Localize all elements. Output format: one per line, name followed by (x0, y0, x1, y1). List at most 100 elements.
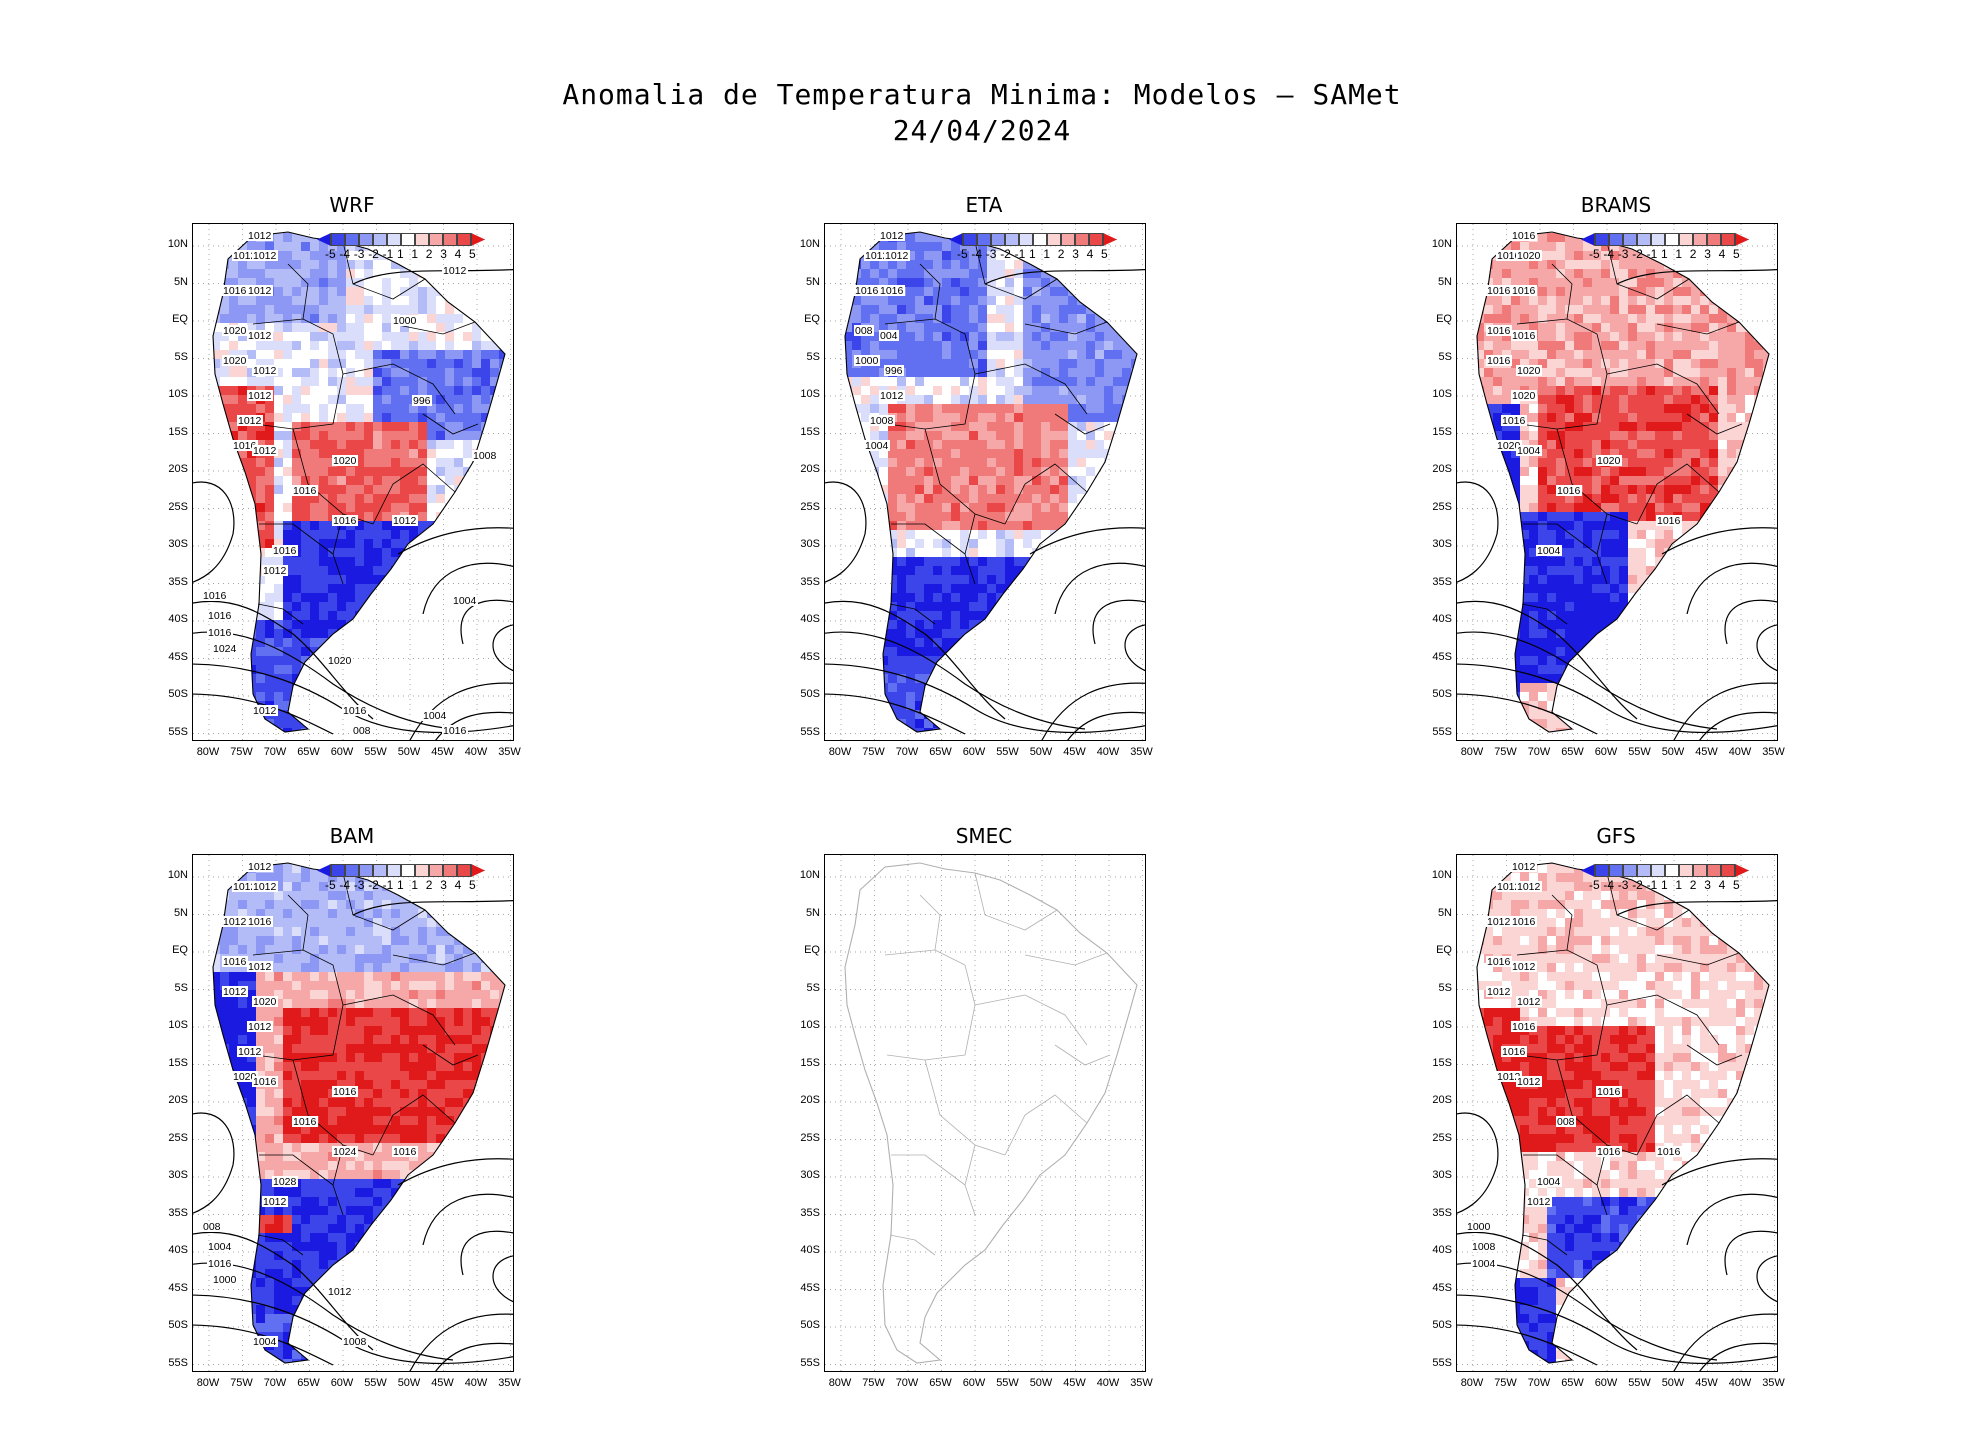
anomaly-cell (1077, 431, 1087, 441)
anomaly-cell (852, 467, 862, 477)
anomaly-cell (490, 719, 500, 729)
anomaly-cell (436, 431, 446, 441)
anomaly-cell (409, 440, 419, 450)
anomaly-cell (978, 548, 988, 558)
anomaly-cell (906, 638, 916, 648)
anomaly-cell (292, 647, 302, 657)
anomaly-cell (1068, 314, 1078, 324)
anomaly-cell (1646, 341, 1656, 351)
anomaly-cell (238, 242, 248, 252)
anomaly-cell (1140, 350, 1146, 360)
anomaly-cell (960, 485, 970, 495)
anomaly-cell (834, 719, 844, 729)
anomaly-cell (1059, 638, 1069, 648)
anomaly-cell (933, 232, 943, 234)
anomaly-cell (1520, 260, 1530, 270)
anomaly-cell (481, 566, 491, 576)
anomaly-cell (463, 539, 473, 549)
anomaly-cell (472, 557, 482, 567)
anomaly-cell (391, 404, 401, 414)
anomaly-cell (1140, 269, 1146, 279)
anomaly-cell (508, 242, 514, 252)
colorbar-swatch (317, 233, 331, 246)
anomaly-cell (418, 593, 428, 603)
anomaly-cell (346, 332, 356, 342)
anomaly-cell (256, 728, 266, 732)
anomaly-cell (870, 674, 880, 684)
anomaly-cell (897, 422, 907, 432)
anomaly-cell (924, 467, 934, 477)
anomaly-cell (1041, 449, 1051, 459)
anomaly-cell (292, 737, 302, 741)
anomaly-cell (897, 638, 907, 648)
anomaly-cell (1466, 260, 1476, 270)
anomaly-cell (1050, 593, 1060, 603)
anomaly-cell (960, 494, 970, 504)
anomaly-cell (1493, 296, 1503, 306)
anomaly-cell (400, 674, 410, 684)
anomaly-cell (301, 710, 311, 720)
isobar-label: 1012 (253, 445, 277, 457)
anomaly-cell (1140, 395, 1146, 405)
anomaly-cell (1050, 404, 1060, 414)
colorbar-swatch (1033, 233, 1047, 246)
anomaly-cell (845, 431, 853, 441)
isobar-line (1092, 599, 1145, 645)
anomaly-cell (879, 458, 889, 468)
anomaly-cell (951, 296, 961, 306)
anomaly-cell (1477, 323, 1485, 333)
anomaly-cell (310, 314, 320, 324)
anomaly-cell (445, 305, 455, 315)
anomaly-cell (834, 539, 844, 549)
anomaly-cell (1457, 305, 1467, 315)
anomaly-cell (879, 710, 889, 720)
colorbar-swatch (1103, 233, 1117, 246)
anomaly-cell (481, 377, 491, 387)
anomaly-cell (825, 665, 835, 675)
anomaly-cell (346, 584, 356, 594)
anomaly-cell (861, 232, 871, 234)
anomaly-cell (897, 278, 907, 288)
anomaly-cell (213, 728, 221, 732)
isobar-line (422, 562, 513, 615)
anomaly-cell (1131, 305, 1137, 315)
anomaly-cell (202, 341, 212, 351)
anomaly-cell (382, 296, 392, 306)
anomaly-cell (1727, 314, 1737, 324)
anomaly-cell (1113, 602, 1123, 612)
anomaly-cell (445, 629, 455, 639)
anomaly-cell (256, 341, 266, 351)
anomaly-cell (247, 449, 257, 459)
country-border (889, 603, 936, 625)
anomaly-cell (1095, 323, 1105, 333)
anomaly-cell (1556, 296, 1566, 306)
anomaly-cell (499, 287, 505, 297)
anomaly-cell (373, 377, 383, 387)
anomaly-cell (391, 575, 401, 585)
anomaly-cell (978, 422, 988, 432)
anomaly-cell (969, 269, 979, 279)
anomaly-cell (472, 512, 482, 522)
anomaly-cell (969, 602, 979, 612)
lat-label: 5N (173, 275, 188, 288)
anomaly-cell (933, 395, 943, 405)
anomaly-cell (870, 278, 880, 288)
anomaly-cell (1059, 656, 1069, 666)
anomaly-cell (229, 503, 239, 513)
anomaly-cell (924, 233, 934, 243)
anomaly-cell (265, 557, 275, 567)
anomaly-cell (879, 530, 889, 540)
anomaly-cell (1601, 314, 1611, 324)
anomaly-cell (391, 629, 401, 639)
lon-label: 65W (929, 746, 952, 758)
anomaly-cell (852, 314, 862, 324)
anomaly-cell (481, 548, 491, 558)
anomaly-cell (1673, 278, 1683, 288)
isobar-label-bg (332, 515, 358, 526)
anomaly-cell (193, 287, 203, 297)
anomaly-cell (1140, 521, 1146, 531)
anomaly-cell (852, 530, 862, 540)
anomaly-cell (897, 494, 907, 504)
anomaly-cell (1727, 305, 1737, 315)
anomaly-cell (427, 431, 437, 441)
